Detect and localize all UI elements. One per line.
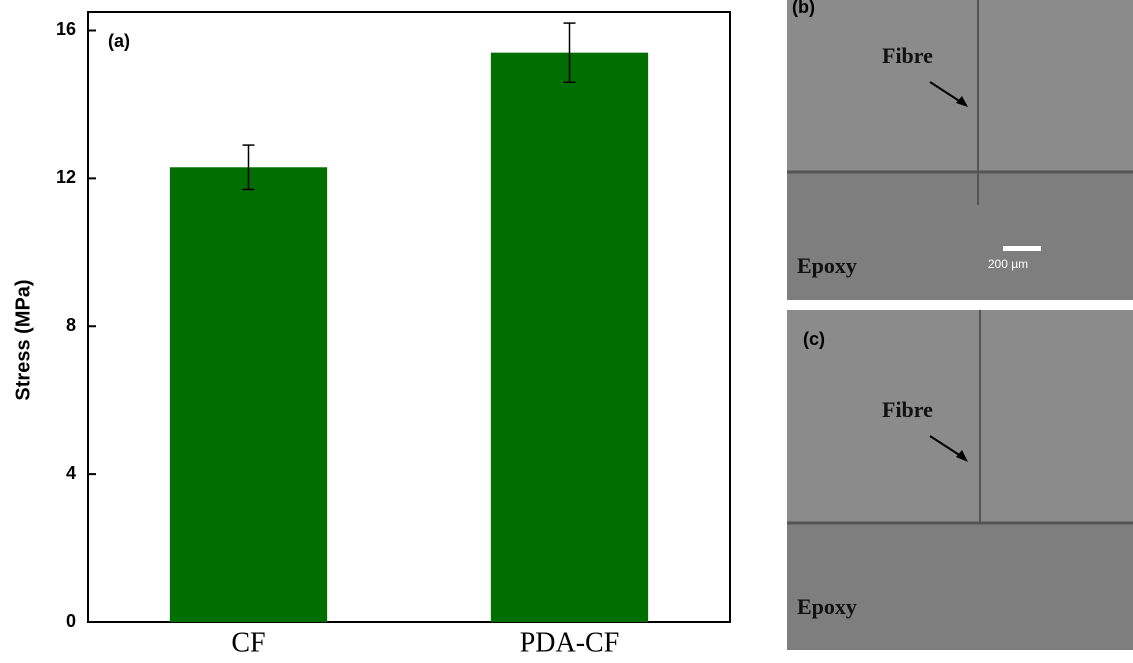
panel-label: (a) [108,31,130,51]
epoxy-region [787,172,1133,300]
y-tick-label: 0 [66,611,76,631]
fibre-region [787,310,1133,523]
y-tick-label: 4 [66,463,76,483]
plot-frame [87,11,731,623]
panel-label: (c) [803,329,825,349]
matrix-label: Epoxy [797,594,857,619]
epoxy-region [787,523,1133,650]
micrograph-b: (b) Fibre Epoxy 200 µm [787,0,1133,300]
arrow-head [956,450,968,462]
micrograph-c: (c) Fibre Epoxy [787,310,1133,650]
y-tick-label: 12 [56,167,76,187]
fibre-label: Fibre [882,43,933,68]
fibre-label: Fibre [882,397,933,422]
x-tick-label: CF [231,627,265,658]
bar [169,167,328,623]
scale-label: 200 µm [988,257,1028,271]
fibre-region [787,0,1133,172]
y-tick-label: 16 [56,19,76,39]
y-tick-label: 8 [66,315,76,335]
x-tick-label: PDA-CF [520,627,620,658]
matrix-label: Epoxy [797,253,857,278]
scale-bar [1003,246,1041,251]
bar [490,52,649,622]
arrow-head [956,96,968,107]
panel-label: (b) [792,0,815,17]
y-axis-label: Stress (MPa) [12,279,34,400]
